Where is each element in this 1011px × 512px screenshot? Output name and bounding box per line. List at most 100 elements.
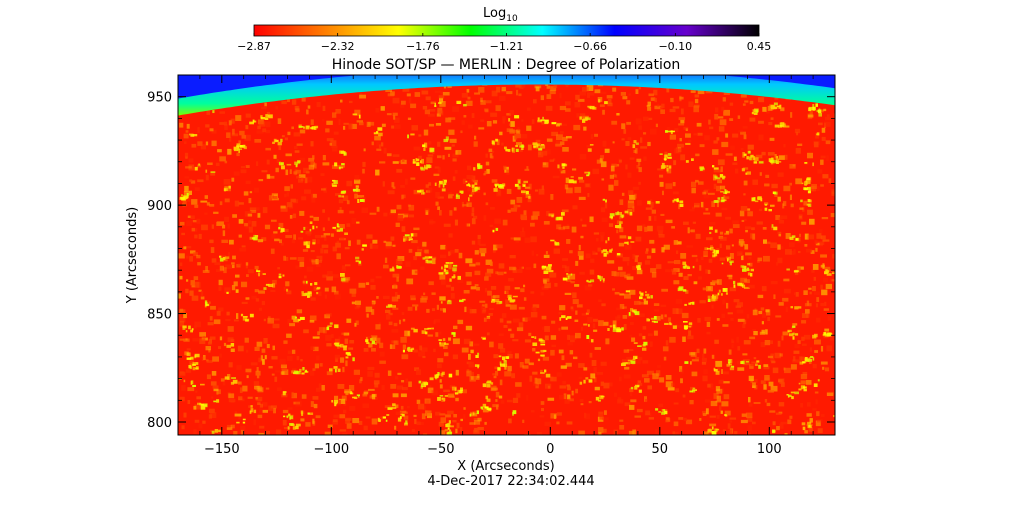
map-texture xyxy=(363,391,369,395)
map-texture xyxy=(283,340,288,344)
map-texture xyxy=(286,288,289,292)
map-texture xyxy=(797,267,801,273)
map-texture xyxy=(228,185,231,189)
map-texture xyxy=(659,153,663,155)
map-texture xyxy=(633,311,637,314)
map-texture xyxy=(830,269,835,273)
map-texture xyxy=(637,262,642,266)
map-texture xyxy=(470,411,474,416)
map-texture xyxy=(443,138,449,143)
map-texture xyxy=(549,89,556,95)
map-texture xyxy=(588,401,592,404)
map-texture xyxy=(827,316,831,321)
map-texture xyxy=(512,410,517,415)
map-texture xyxy=(555,140,560,144)
map-texture xyxy=(228,398,236,403)
map-texture xyxy=(560,131,564,134)
map-texture xyxy=(820,284,823,290)
map-texture xyxy=(586,174,590,177)
map-texture xyxy=(789,182,792,186)
map-texture xyxy=(504,285,511,290)
map-texture xyxy=(776,158,780,161)
map-texture xyxy=(638,167,642,173)
map-texture xyxy=(395,222,400,227)
map-texture xyxy=(773,294,776,299)
map-texture xyxy=(475,354,479,358)
map-texture xyxy=(596,372,603,375)
map-texture xyxy=(403,214,408,218)
map-texture xyxy=(794,333,799,336)
map-texture xyxy=(262,273,266,275)
map-texture xyxy=(477,163,481,167)
map-texture xyxy=(719,243,722,248)
map-texture xyxy=(672,325,677,329)
map-texture xyxy=(354,109,361,116)
map-texture xyxy=(628,312,631,316)
map-texture xyxy=(403,415,409,420)
map-texture xyxy=(688,101,694,107)
map-texture xyxy=(431,258,436,265)
map-texture xyxy=(284,256,289,261)
map-texture xyxy=(651,209,656,214)
map-texture xyxy=(377,127,383,131)
map-texture xyxy=(416,369,421,375)
map-texture xyxy=(219,201,223,206)
map-texture xyxy=(506,320,512,324)
map-texture xyxy=(750,233,755,239)
map-texture xyxy=(474,284,479,287)
map-texture xyxy=(564,266,570,272)
map-texture xyxy=(394,425,397,430)
map-texture xyxy=(575,310,578,315)
map-texture xyxy=(323,249,329,254)
map-texture xyxy=(459,390,463,393)
map-texture xyxy=(722,429,726,432)
map-texture xyxy=(507,294,512,298)
map-texture xyxy=(780,421,788,425)
map-texture xyxy=(313,346,319,352)
map-texture xyxy=(694,98,699,104)
map-texture xyxy=(286,163,292,166)
map-texture xyxy=(279,239,282,244)
map-texture xyxy=(661,409,665,413)
map-texture xyxy=(206,374,211,380)
map-texture xyxy=(826,392,834,396)
map-texture xyxy=(324,431,332,435)
map-texture xyxy=(584,285,592,291)
map-texture xyxy=(738,130,743,133)
colorbar-tick-label: −0.10 xyxy=(658,40,692,53)
map-texture xyxy=(439,342,445,347)
map-texture xyxy=(664,322,669,325)
map-texture xyxy=(429,377,434,381)
map-texture xyxy=(410,103,417,109)
map-texture xyxy=(588,284,593,287)
map-texture xyxy=(781,382,785,387)
map-texture xyxy=(244,223,248,227)
map-texture xyxy=(286,415,289,419)
map-texture xyxy=(705,208,709,211)
map-texture xyxy=(236,148,239,151)
map-texture xyxy=(714,229,718,233)
map-texture xyxy=(369,395,373,399)
map-texture xyxy=(540,119,545,122)
map-texture xyxy=(321,188,326,191)
map-texture xyxy=(309,221,313,224)
map-texture xyxy=(524,168,530,171)
map-texture xyxy=(680,119,685,124)
map-texture xyxy=(596,159,604,164)
map-texture xyxy=(435,411,441,416)
map-texture xyxy=(661,162,665,166)
map-texture xyxy=(410,133,415,136)
map-texture xyxy=(375,169,380,176)
map-texture xyxy=(263,287,267,290)
map-texture xyxy=(609,174,614,179)
map-texture xyxy=(587,148,592,152)
map-texture xyxy=(749,100,754,105)
map-texture xyxy=(642,224,646,230)
map-texture xyxy=(354,193,358,199)
map-texture xyxy=(532,342,538,346)
map-texture xyxy=(550,335,557,340)
map-texture xyxy=(231,285,236,291)
map-texture xyxy=(770,117,774,120)
map-texture xyxy=(551,131,558,136)
map-texture xyxy=(422,381,427,385)
